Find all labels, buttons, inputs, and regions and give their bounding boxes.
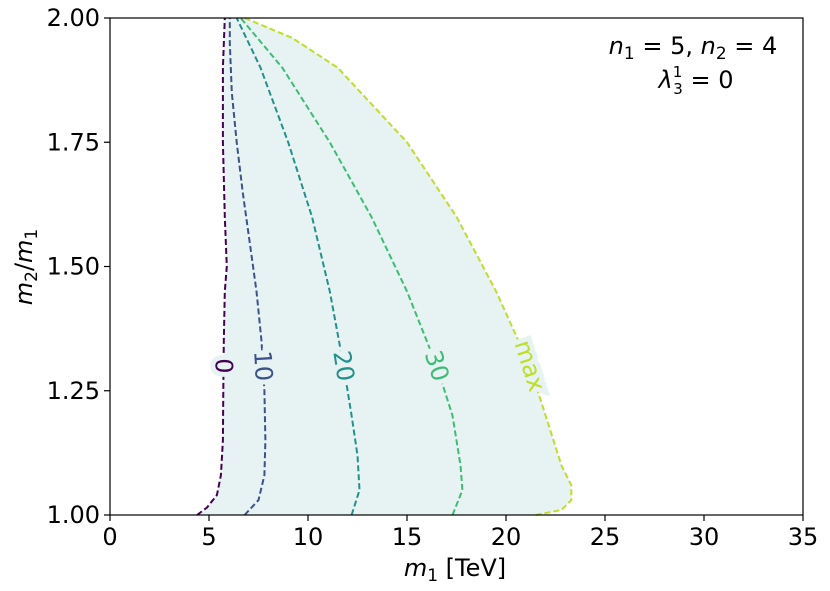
allowed-region-fill xyxy=(197,18,572,515)
y-tick-label: 2.00 xyxy=(47,4,100,32)
contour-label-0: 0 xyxy=(210,358,238,374)
y-tick-label: 1.50 xyxy=(47,253,100,281)
contour-line-2 xyxy=(235,17,361,516)
contour-line-1 xyxy=(228,18,267,516)
y-tick-label: 1.00 xyxy=(47,501,100,529)
contour-lines xyxy=(196,17,573,516)
parameter-annotation: n1 = 5, n2 = 4 λ1 3 = 0 xyxy=(609,32,778,98)
annotation-n-values: n1 = 5, n2 = 4 xyxy=(609,32,778,64)
contour-label-halo-1: 10 xyxy=(248,350,278,382)
x-axis-label: m1 [TeV] xyxy=(404,554,506,586)
contour-label-1: 10 xyxy=(248,350,278,382)
x-tick-label: 20 xyxy=(491,523,522,551)
y-axis-ticks: 1.00 1.25 1.50 1.75 2.00 xyxy=(47,4,110,529)
contour-line-3 xyxy=(239,17,464,516)
x-tick-label: 15 xyxy=(392,523,423,551)
contour-line-0 xyxy=(196,17,228,516)
x-tick-label: 0 xyxy=(102,523,117,551)
x-tick-label: 35 xyxy=(788,523,819,551)
y-axis-label: m2/m1 xyxy=(10,229,42,306)
x-tick-label: 25 xyxy=(590,523,621,551)
y-tick-label: 1.75 xyxy=(47,128,100,156)
contour-line-4 xyxy=(244,17,573,516)
contour-label-2: 20 xyxy=(327,349,359,384)
annotation-lambda-value: λ1 3 = 0 xyxy=(657,63,734,98)
x-tick-label: 30 xyxy=(689,523,720,551)
x-tick-label: 10 xyxy=(293,523,324,551)
y-tick-label: 1.25 xyxy=(47,377,100,405)
x-axis-ticks: 0 5 10 15 20 25 30 35 xyxy=(102,515,818,551)
x-tick-label: 5 xyxy=(201,523,216,551)
